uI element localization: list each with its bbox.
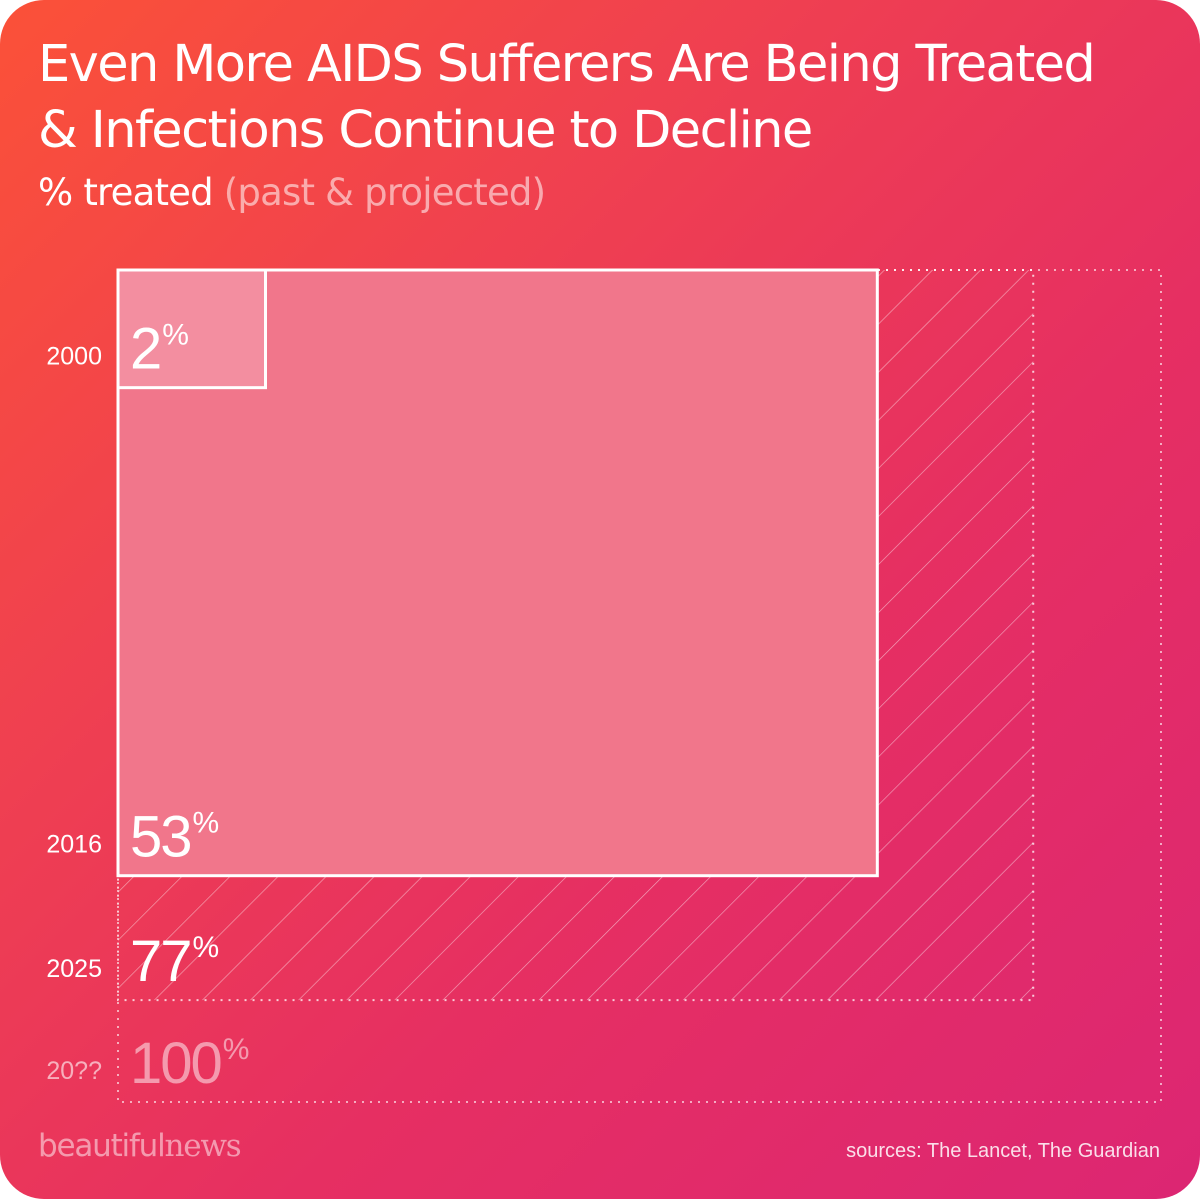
percent-sign-2016: %	[193, 807, 220, 840]
value-box-2016	[116, 268, 879, 878]
brand-logo: beautifulnews	[38, 1128, 242, 1164]
title-line-2: & Infections Continue to Decline	[38, 101, 813, 160]
percent-sign-2025: %	[193, 931, 220, 964]
percent-sign-20??: %	[223, 1033, 250, 1066]
year-label-2025: 2025	[46, 955, 102, 983]
value-box-2000	[116, 268, 268, 390]
percent-sign-2000: %	[162, 319, 189, 352]
value-label-2000: 2	[130, 317, 160, 382]
year-label-2000: 2000	[46, 343, 102, 371]
brand-part-1: beautiful	[38, 1128, 166, 1164]
subtitle-main: % treated	[38, 171, 214, 214]
value-label-20??: 100	[130, 1031, 221, 1096]
brand-part-2: news	[164, 1128, 242, 1164]
year-label-20??: 20??	[46, 1057, 102, 1085]
value-label-2025: 77	[130, 929, 191, 994]
chart-title: Even More AIDS Sufferers Are Being Treat…	[38, 32, 1188, 164]
subtitle-muted: (past & projected)	[223, 171, 546, 214]
year-label-2016: 2016	[46, 831, 102, 859]
title-line-1: Even More AIDS Sufferers Are Being Treat…	[38, 35, 1096, 94]
value-label-2016: 53	[130, 805, 191, 870]
box-fill-2016	[118, 270, 878, 876]
sources-note: sources: The Lancet, The Guardian	[846, 1140, 1160, 1162]
chart-subtitle: % treated (past & projected)	[38, 170, 546, 216]
